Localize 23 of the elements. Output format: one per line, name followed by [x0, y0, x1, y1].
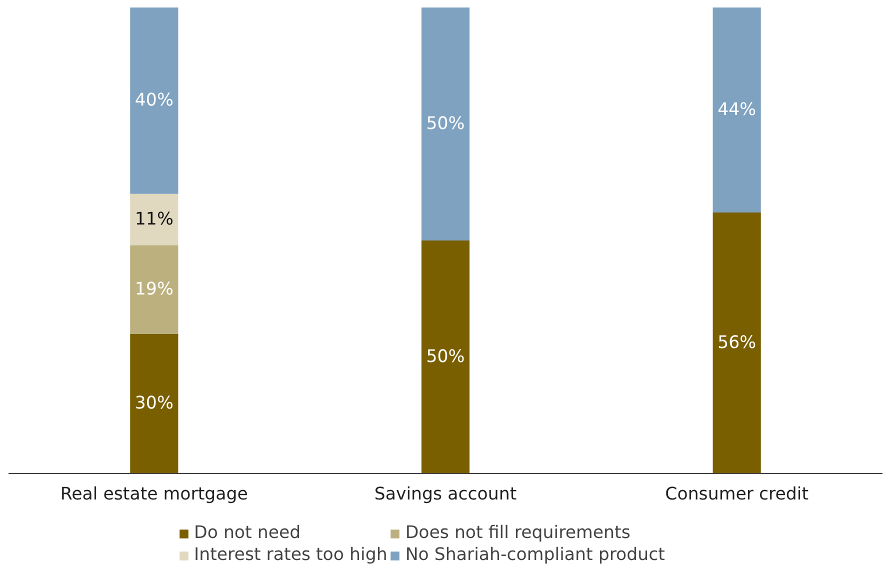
bar — [421, 8, 470, 240]
data-label: 30% — [134, 394, 174, 414]
bar — [130, 334, 178, 474]
legend-label: No Shariah-compliant product — [405, 545, 665, 565]
bar — [130, 8, 178, 194]
bar — [421, 240, 470, 474]
data-label: 50% — [426, 114, 465, 134]
x-tick-label: Real estate mortgage — [60, 484, 248, 504]
bar — [130, 194, 178, 246]
x-tick-label: Consumer credit — [665, 484, 809, 504]
data-label: 44% — [718, 100, 756, 120]
data-label: 11% — [134, 210, 174, 230]
data-label: 19% — [134, 279, 174, 300]
data-label: 56% — [718, 333, 756, 354]
legend-label: Interest rates too high — [194, 545, 388, 565]
bar — [712, 8, 761, 213]
legend-label: Does not fill requirements — [405, 523, 630, 543]
data-label: 50% — [426, 347, 465, 367]
bar — [712, 212, 761, 474]
bar — [130, 245, 178, 334]
data-label: 40% — [134, 90, 174, 111]
legend-label: Do not need — [194, 523, 301, 543]
x-tick-label: Savings account — [374, 484, 517, 504]
